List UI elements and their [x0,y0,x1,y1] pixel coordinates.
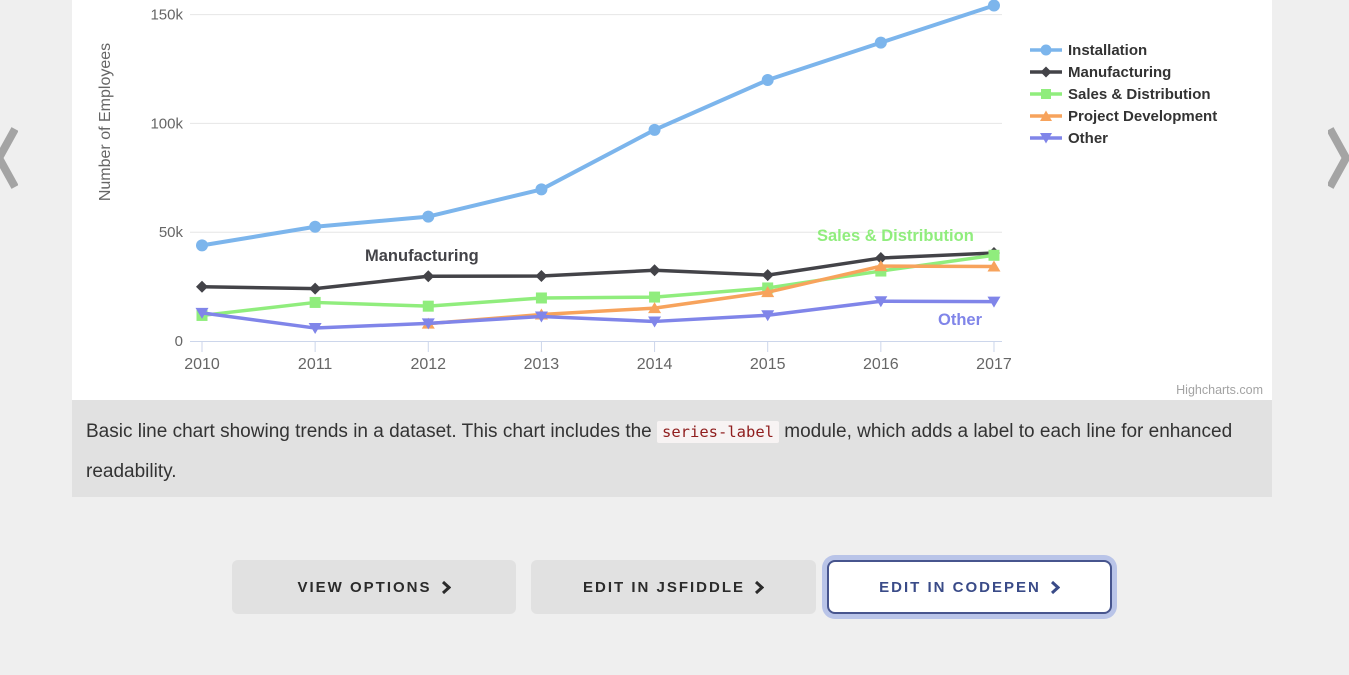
chart-credits[interactable]: Highcharts.com [1176,383,1263,397]
edit-in-codepen-button[interactable]: EDIT IN CODEPEN [827,560,1112,614]
y-tick-label: 0 [175,333,183,350]
data-point-marker[interactable] [196,280,208,293]
x-tick-label: 2013 [524,356,560,373]
legend-item-manufacturing[interactable]: Manufacturing [1030,61,1217,83]
chevron-right-icon [1328,127,1349,189]
legend-marker-icon [1030,133,1062,144]
data-point-marker[interactable] [874,36,887,49]
button-label: EDIT IN CODEPEN [879,578,1041,596]
y-axis-title: Number of Employees [97,43,114,201]
carousel-prev-button[interactable] [0,126,18,190]
caption-text: Basic line chart showing trends in a dat… [86,421,658,442]
series-line [200,253,996,318]
data-point-marker[interactable] [422,210,435,223]
x-tick-label: 2010 [184,356,220,373]
data-point-marker[interactable] [987,260,1001,272]
data-point-marker[interactable] [874,260,888,272]
data-point-marker[interactable] [874,252,887,265]
chevron-right-icon [441,580,451,595]
series-label-manufacturing: Manufacturing [365,247,479,265]
series-installation[interactable] [196,0,1000,252]
y-tick-label: 150k [150,7,183,24]
data-point-marker[interactable] [535,292,547,304]
data-point-marker[interactable] [309,282,322,295]
series-line [200,299,996,330]
carousel-next-button[interactable] [1328,126,1349,190]
y-tick-label: 50k [159,224,184,241]
x-tick-label: 2011 [298,356,333,373]
data-point-marker[interactable] [761,310,775,322]
chart-caption: Basic line chart showing trends in a dat… [72,400,1272,497]
series-line [200,3,996,248]
data-point-marker[interactable] [422,300,434,312]
legend-label: Sales & Distribution [1068,85,1211,103]
x-tick-label: 2016 [863,356,899,373]
data-point-marker[interactable] [987,0,1000,12]
data-point-marker[interactable] [308,323,322,335]
legend-marker-icon [1030,66,1062,78]
data-point-marker[interactable] [648,302,662,314]
data-point-marker[interactable] [196,239,208,252]
data-point-marker[interactable] [535,270,548,283]
x-tick-label: 2015 [750,356,786,373]
data-point-marker[interactable] [874,296,888,308]
caption-code-token: series-label [657,421,779,443]
data-point-marker[interactable] [648,316,662,328]
data-point-marker[interactable] [987,296,1001,308]
legend-label: Other [1068,129,1109,147]
legend-label: Installation [1068,41,1148,59]
legend-item-sales-distribution[interactable]: Sales & Distribution [1030,83,1217,105]
chart-legend: Installation Manufacturing Sales & Distrib… [1030,39,1217,149]
legend-item-installation[interactable]: Installation [1030,39,1217,61]
x-tick-label: 2012 [410,356,446,373]
data-point-marker[interactable] [422,270,435,283]
view-options-button[interactable]: VIEW OPTIONS [232,560,516,614]
data-point-marker[interactable] [309,296,321,308]
data-point-marker[interactable] [761,269,774,282]
x-tick-label: 2017 [976,356,1012,373]
series-label-other: Other [938,311,983,329]
button-label: EDIT IN JSFIDDLE [582,578,745,596]
line-chart[interactable]: 0 50k 100k 150k 2010 2011 2012 2013 2014 2015 2016… [72,0,1272,400]
series-line [200,251,996,291]
legend-label: Project Development [1068,107,1218,125]
legend-item-other[interactable]: Other [1030,127,1217,149]
edit-in-jsfiddle-button[interactable]: EDIT IN JSFIDDLE [531,560,816,614]
series-label-sales-distribution: Sales & Distribution [817,227,974,245]
legend-marker-icon [1030,89,1062,99]
series-other[interactable] [195,296,1001,335]
data-point-marker[interactable] [534,311,548,323]
data-point-marker[interactable] [988,249,1000,261]
series-manufacturing[interactable] [196,247,1000,295]
caption-text: module, which adds a label to each line … [86,421,1233,482]
chevron-left-icon [0,127,18,189]
data-point-marker[interactable] [648,264,661,277]
chart-container: 0 50k 100k 150k 2010 2011 2012 2013 2014 2015 2016… [72,0,1272,400]
data-point-marker[interactable] [761,286,775,298]
data-point-marker[interactable] [648,123,661,136]
y-tick-label: 100k [150,115,183,132]
x-tick-label: 2014 [637,356,673,373]
data-point-marker[interactable] [535,183,548,196]
legend-item-project-development[interactable]: Project Development [1030,105,1217,127]
data-point-marker[interactable] [195,307,209,319]
chevron-right-icon [754,580,764,595]
button-label: VIEW OPTIONS [297,578,432,596]
legend-marker-icon [1030,44,1062,56]
legend-marker-icon [1030,110,1062,121]
legend-label: Manufacturing [1068,63,1172,81]
data-point-marker[interactable] [421,318,435,330]
chevron-right-icon [1050,580,1060,595]
data-point-marker[interactable] [309,220,322,233]
data-point-marker[interactable] [649,291,661,303]
data-point-marker[interactable] [761,74,774,87]
